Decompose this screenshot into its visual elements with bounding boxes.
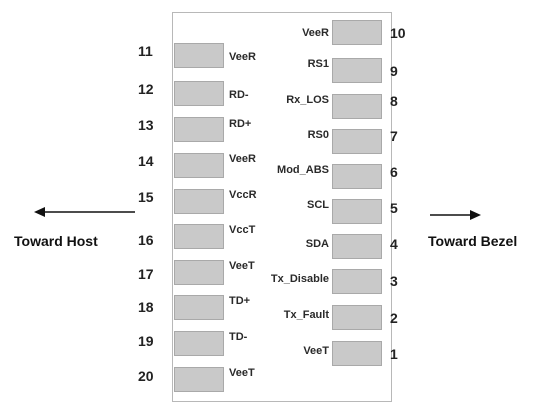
pin-label-20: VeeT [229, 367, 255, 379]
arrow-toward-bezel [430, 210, 481, 220]
pin-number-5: 5 [390, 200, 398, 216]
pin-label-13: RD+ [229, 118, 252, 130]
pin-label-1: VeeT [303, 345, 329, 357]
pin-number-17: 17 [138, 266, 154, 282]
toward-host-label: Toward Host [14, 233, 98, 249]
pin-label-17: VeeT [229, 260, 255, 272]
pin-label-19: TD- [229, 331, 248, 343]
pin-number-7: 7 [390, 128, 398, 144]
pin-label-8: Rx_LOS [286, 94, 329, 106]
pin-number-6: 6 [390, 164, 398, 180]
pin-number-19: 19 [138, 333, 154, 349]
pin-label-3: Tx_Disable [270, 273, 329, 285]
pin-number-1: 1 [390, 346, 398, 362]
pin-label-5: SCL [307, 199, 329, 211]
pin-pad-16 [174, 224, 224, 249]
pin-pad-8 [332, 94, 382, 119]
pin-pad-11 [174, 43, 224, 68]
arrow-toward-host [34, 207, 135, 217]
pin-label-6: Mod_ABS [277, 164, 329, 176]
pin-label-10: VeeR [302, 27, 329, 39]
pin-number-18: 18 [138, 299, 154, 315]
toward-bezel-label: Toward Bezel [428, 233, 518, 249]
pin-pad-6 [332, 164, 382, 189]
pin-number-16: 16 [138, 232, 154, 248]
pin-number-15: 15 [138, 189, 154, 205]
direction-arrows [34, 207, 481, 220]
pin-label-16: VccT [229, 224, 256, 236]
pin-pad-4 [332, 234, 382, 259]
pin-pad-5 [332, 199, 382, 224]
pin-label-18: TD+ [229, 295, 251, 307]
pin-number-8: 8 [390, 93, 398, 109]
pin-pad-14 [174, 153, 224, 178]
pin-number-10: 10 [390, 25, 406, 41]
pin-number-12: 12 [138, 81, 154, 97]
pin-pad-1 [332, 341, 382, 366]
pin-pad-9 [332, 58, 382, 83]
pin-pad-17 [174, 260, 224, 285]
pin-pad-18 [174, 295, 224, 320]
pin-pad-13 [174, 117, 224, 142]
pin-label-4: SDA [305, 238, 329, 250]
pin-number-2: 2 [390, 310, 398, 326]
pin-label-2: Tx_Fault [283, 309, 329, 321]
pin-pad-10 [332, 20, 382, 45]
pin-label-11: VeeR [229, 51, 256, 63]
pin-label-14: VeeR [229, 153, 256, 165]
pin-number-20: 20 [138, 368, 154, 384]
pin-number-14: 14 [138, 153, 154, 169]
pin-pad-7 [332, 129, 382, 154]
pin-label-7: RS0 [307, 129, 329, 141]
pin-pad-15 [174, 189, 224, 214]
pin-pad-19 [174, 331, 224, 356]
pin-pad-3 [332, 269, 382, 294]
pin-number-4: 4 [390, 236, 398, 252]
pin-label-12: RD- [229, 89, 249, 101]
pin-number-11: 11 [138, 43, 153, 59]
pin-number-13: 13 [138, 117, 154, 133]
pin-label-15: VccR [229, 189, 257, 201]
pin-pad-12 [174, 81, 224, 106]
pin-label-9: RS1 [307, 58, 329, 70]
pin-number-9: 9 [390, 63, 398, 79]
pin-pad-2 [332, 305, 382, 330]
pin-number-3: 3 [390, 273, 398, 289]
